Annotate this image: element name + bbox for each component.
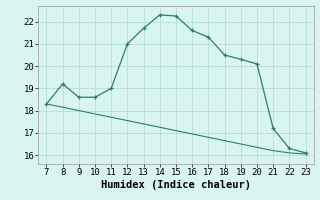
X-axis label: Humidex (Indice chaleur): Humidex (Indice chaleur)	[101, 180, 251, 190]
